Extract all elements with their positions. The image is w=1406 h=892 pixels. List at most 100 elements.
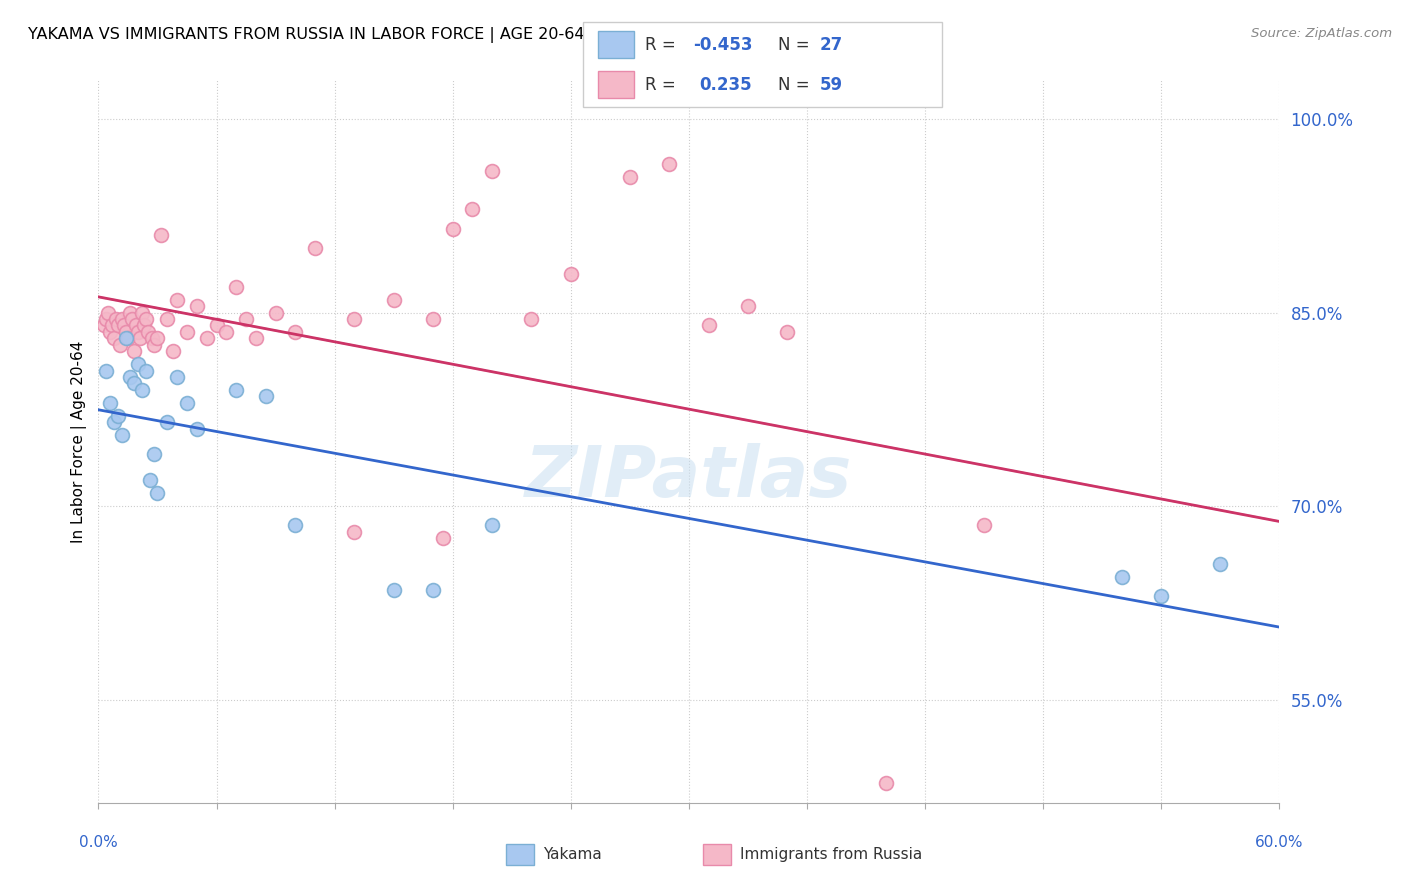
Point xyxy=(96,363,118,377)
Point xyxy=(98,396,121,410)
Text: N =: N = xyxy=(778,36,814,54)
Text: 60.0%: 60.0% xyxy=(1256,836,1303,850)
Text: 27: 27 xyxy=(820,36,844,54)
Point xyxy=(973,518,995,533)
Text: ZIPatlas: ZIPatlas xyxy=(526,443,852,512)
Point xyxy=(619,169,641,184)
Text: Source: ZipAtlas.com: Source: ZipAtlas.com xyxy=(1251,27,1392,40)
Point xyxy=(131,383,153,397)
Point xyxy=(520,312,543,326)
Point xyxy=(107,409,129,423)
Point xyxy=(112,318,135,333)
Point xyxy=(422,582,444,597)
Point xyxy=(111,428,134,442)
Point xyxy=(245,331,267,345)
Point xyxy=(186,299,208,313)
Point xyxy=(422,312,444,326)
Point xyxy=(122,344,145,359)
Point xyxy=(382,582,405,597)
Point xyxy=(108,338,131,352)
Point xyxy=(146,331,169,345)
Point xyxy=(432,531,454,545)
Point xyxy=(121,312,143,326)
Text: R =: R = xyxy=(645,36,682,54)
Point xyxy=(225,279,247,293)
Point xyxy=(481,163,503,178)
Point xyxy=(162,344,184,359)
Point xyxy=(195,331,218,345)
Point xyxy=(136,325,159,339)
Point xyxy=(737,299,759,313)
Point xyxy=(481,518,503,533)
Point xyxy=(135,363,157,377)
Text: N =: N = xyxy=(778,76,814,94)
Point xyxy=(225,383,247,397)
Point xyxy=(1150,590,1173,604)
Point xyxy=(103,331,125,345)
Point xyxy=(141,331,163,345)
Point xyxy=(111,312,134,326)
Point xyxy=(1209,557,1232,571)
Point xyxy=(97,305,120,319)
Point xyxy=(93,318,115,333)
Point xyxy=(132,318,155,333)
Point xyxy=(776,325,799,339)
Point xyxy=(560,267,582,281)
Point xyxy=(117,331,139,345)
Text: -0.453: -0.453 xyxy=(693,36,752,54)
Point xyxy=(166,293,188,307)
Point xyxy=(115,325,138,339)
Point xyxy=(142,447,165,461)
Point xyxy=(658,157,681,171)
Point xyxy=(235,312,257,326)
Point xyxy=(115,331,138,345)
Point xyxy=(98,325,121,339)
Point xyxy=(461,202,484,217)
Point xyxy=(205,318,228,333)
Point xyxy=(127,325,149,339)
Text: 59: 59 xyxy=(820,76,842,94)
Point xyxy=(118,305,141,319)
Point xyxy=(875,776,897,790)
Point xyxy=(101,318,124,333)
Point xyxy=(150,228,173,243)
Point xyxy=(264,305,287,319)
Y-axis label: In Labor Force | Age 20-64: In Labor Force | Age 20-64 xyxy=(72,341,87,542)
Point xyxy=(343,312,366,326)
Point xyxy=(284,325,307,339)
Text: 0.0%: 0.0% xyxy=(79,836,118,850)
Point xyxy=(128,331,150,345)
Point xyxy=(166,370,188,384)
Point xyxy=(138,473,160,487)
Point xyxy=(156,415,179,429)
Point xyxy=(122,376,145,391)
Point xyxy=(215,325,238,339)
Point xyxy=(156,312,179,326)
Point xyxy=(304,241,326,255)
Point xyxy=(343,524,366,539)
Point xyxy=(382,293,405,307)
Point xyxy=(284,518,307,533)
Point xyxy=(125,318,148,333)
Point xyxy=(176,325,198,339)
Text: Immigrants from Russia: Immigrants from Russia xyxy=(740,847,922,862)
Point xyxy=(131,305,153,319)
Text: 0.235: 0.235 xyxy=(699,76,751,94)
Point xyxy=(254,389,277,403)
Text: Yakama: Yakama xyxy=(543,847,602,862)
Point xyxy=(107,318,129,333)
Point xyxy=(176,396,198,410)
Point xyxy=(103,415,125,429)
Text: R =: R = xyxy=(645,76,686,94)
Point xyxy=(135,312,157,326)
Point xyxy=(697,318,720,333)
Point xyxy=(441,221,464,235)
Point xyxy=(146,486,169,500)
Point xyxy=(142,338,165,352)
Text: YAKAMA VS IMMIGRANTS FROM RUSSIA IN LABOR FORCE | AGE 20-64 CORRELATION CHART: YAKAMA VS IMMIGRANTS FROM RUSSIA IN LABO… xyxy=(28,27,763,43)
Point xyxy=(105,312,128,326)
Point xyxy=(186,422,208,436)
Point xyxy=(96,312,118,326)
Point xyxy=(127,357,149,371)
Point xyxy=(118,370,141,384)
